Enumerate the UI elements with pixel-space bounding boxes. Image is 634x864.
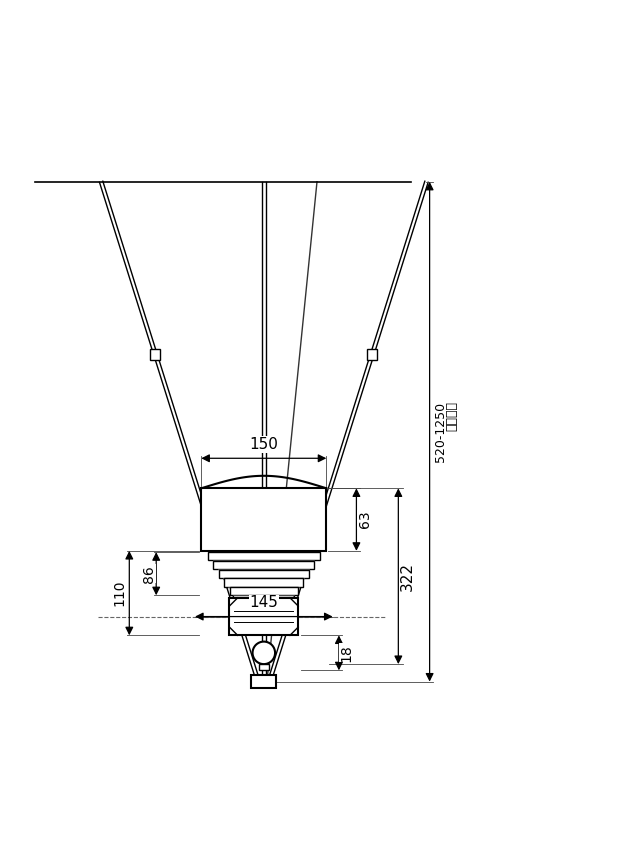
- Bar: [230, 588, 297, 595]
- Bar: [207, 552, 320, 560]
- Bar: [259, 664, 269, 670]
- Bar: [213, 561, 314, 569]
- Bar: [201, 488, 327, 551]
- Bar: [251, 676, 276, 688]
- Bar: [224, 578, 303, 587]
- Bar: [150, 349, 160, 360]
- Text: 145: 145: [249, 595, 278, 610]
- Bar: [209, 551, 319, 558]
- Text: 86: 86: [141, 565, 156, 582]
- Text: 伸缩范围: 伸缩范围: [446, 401, 458, 431]
- Text: 150: 150: [249, 437, 278, 452]
- Bar: [367, 349, 377, 360]
- Bar: [219, 569, 309, 578]
- Text: 110: 110: [113, 580, 127, 607]
- Text: 18: 18: [339, 644, 353, 662]
- Text: 520-1250: 520-1250: [434, 402, 448, 461]
- Bar: [230, 598, 298, 635]
- Bar: [204, 520, 324, 535]
- Circle shape: [252, 642, 275, 664]
- Text: 322: 322: [400, 562, 415, 591]
- Text: 63: 63: [358, 511, 372, 529]
